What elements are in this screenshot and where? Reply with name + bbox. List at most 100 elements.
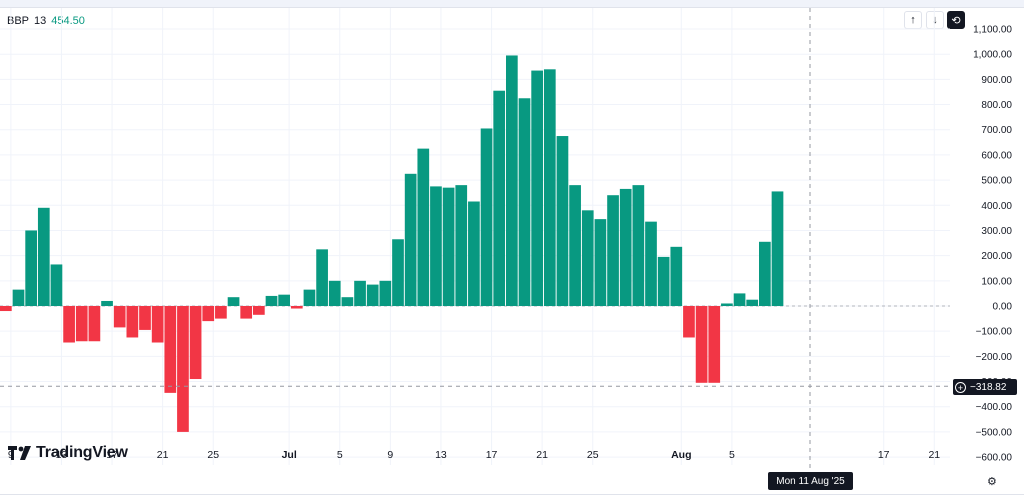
- histogram-bar[interactable]: [177, 306, 189, 432]
- histogram-bar[interactable]: [75, 306, 88, 342]
- histogram-bar[interactable]: [88, 306, 101, 342]
- histogram-bar[interactable]: [290, 306, 303, 309]
- y-tick-label: −600.00: [976, 453, 1013, 464]
- x-tick-label: 5: [729, 449, 735, 461]
- y-tick-label: −100.00: [976, 327, 1013, 338]
- y-tick-label: −400.00: [976, 402, 1013, 413]
- histogram-bar[interactable]: [240, 306, 253, 319]
- histogram-bar[interactable]: [366, 284, 379, 306]
- histogram-bar[interactable]: [354, 280, 366, 306]
- indicator-length: 13: [34, 15, 47, 27]
- histogram-bar[interactable]: [101, 300, 113, 306]
- y-tick-label: 900.00: [981, 75, 1012, 86]
- histogram-bar[interactable]: [506, 55, 518, 306]
- histogram-bar[interactable]: [0, 306, 12, 312]
- histogram-bar[interactable]: [37, 207, 50, 306]
- histogram-bar[interactable]: [721, 303, 733, 306]
- move-up-button[interactable]: ↑: [904, 11, 922, 29]
- reset-scale-button[interactable]: ⟲: [947, 11, 965, 29]
- histogram-bar[interactable]: [126, 306, 139, 338]
- x-tick-label: 21: [536, 449, 548, 461]
- histogram-bar[interactable]: [531, 70, 543, 306]
- histogram-bar[interactable]: [581, 210, 594, 306]
- histogram-bar[interactable]: [442, 187, 455, 306]
- histogram-bar[interactable]: [316, 249, 328, 306]
- histogram-bar[interactable]: [50, 264, 63, 306]
- x-tick-label: 25: [207, 449, 219, 461]
- histogram-bar[interactable]: [278, 294, 290, 306]
- move-down-button[interactable]: ↓: [926, 11, 944, 29]
- histogram-bar[interactable]: [12, 289, 25, 306]
- histogram-bar[interactable]: [392, 239, 404, 306]
- histogram-bar[interactable]: [417, 148, 430, 306]
- histogram-bar[interactable]: [695, 306, 708, 383]
- histogram-bar[interactable]: [645, 221, 657, 306]
- histogram-bar[interactable]: [619, 188, 632, 306]
- histogram-bar[interactable]: [632, 185, 645, 306]
- histogram-bar[interactable]: [607, 195, 619, 306]
- histogram-bar[interactable]: [63, 306, 75, 343]
- histogram-bar[interactable]: [139, 306, 151, 330]
- histogram-bar[interactable]: [379, 280, 392, 306]
- crosshair-price-value: −318.82: [970, 381, 1007, 393]
- histogram-bar[interactable]: [759, 241, 771, 306]
- histogram-bar[interactable]: [341, 297, 354, 306]
- histogram-bar[interactable]: [455, 185, 468, 306]
- y-tick-label: 0.00: [993, 302, 1013, 313]
- histogram-bar[interactable]: [657, 256, 670, 306]
- crosshair-price-label[interactable]: + −318.82: [953, 379, 1017, 395]
- histogram-bar[interactable]: [771, 191, 784, 306]
- histogram-bar[interactable]: [303, 289, 316, 306]
- x-tick-label: 21: [928, 449, 940, 461]
- histogram-bar[interactable]: [202, 306, 215, 322]
- histogram-bar[interactable]: [164, 306, 177, 393]
- y-tick-label: 600.00: [981, 150, 1012, 161]
- histogram-bar[interactable]: [733, 293, 746, 306]
- histogram-bar[interactable]: [25, 230, 37, 306]
- settings-gear-icon[interactable]: ⚙: [987, 476, 997, 488]
- tradingview-logo[interactable]: TradingView: [8, 444, 128, 462]
- y-tick-label: 100.00: [981, 276, 1012, 287]
- indicator-legend[interactable]: BBP 13 454.50: [7, 15, 85, 27]
- y-tick-label: 1,100.00: [973, 25, 1012, 36]
- histogram-bar[interactable]: [404, 173, 417, 306]
- histogram-bar[interactable]: [328, 280, 341, 306]
- histogram-bar[interactable]: [151, 306, 164, 343]
- histogram-bar[interactable]: [468, 201, 480, 306]
- histogram-bar[interactable]: [708, 306, 721, 383]
- x-tick-label: 9: [8, 449, 14, 461]
- histogram-bar[interactable]: [215, 306, 227, 319]
- histogram-bar[interactable]: [227, 297, 240, 306]
- x-tick-label: Aug: [671, 449, 691, 461]
- add-alert-icon[interactable]: +: [955, 381, 966, 393]
- histogram-bar[interactable]: [430, 186, 442, 306]
- x-tick-label: Jul: [282, 449, 297, 461]
- histogram-bar[interactable]: [265, 295, 278, 306]
- x-tick-label: 13: [56, 449, 68, 461]
- x-tick-label: 9: [387, 449, 393, 461]
- crosshair-date-label: Mon 11 Aug '25: [768, 472, 853, 490]
- histogram-bar[interactable]: [113, 306, 126, 328]
- histogram-bar[interactable]: [594, 219, 607, 306]
- histogram-bar[interactable]: [518, 98, 531, 306]
- x-tick-label: 25: [587, 449, 599, 461]
- bottom-edge: [0, 494, 1024, 503]
- histogram-bar[interactable]: [253, 306, 265, 315]
- histogram-bar[interactable]: [543, 69, 556, 306]
- x-tick-label: 17: [878, 449, 890, 461]
- histogram-bar[interactable]: [493, 90, 506, 306]
- histogram-bar[interactable]: [189, 306, 202, 380]
- histogram-bar[interactable]: [556, 136, 569, 306]
- histogram-bar[interactable]: [746, 299, 759, 306]
- y-tick-label: 300.00: [981, 226, 1012, 237]
- top-toolbar-edge: [0, 0, 1024, 8]
- histogram-bar[interactable]: [670, 246, 683, 306]
- y-tick-label: 800.00: [981, 100, 1012, 111]
- histogram-bar[interactable]: [569, 185, 581, 306]
- x-tick-label: 17: [486, 449, 498, 461]
- x-tick-label: 21: [157, 449, 169, 461]
- histogram-bar[interactable]: [683, 306, 695, 338]
- y-tick-label: −200.00: [976, 352, 1013, 363]
- histogram-bar[interactable]: [480, 128, 493, 306]
